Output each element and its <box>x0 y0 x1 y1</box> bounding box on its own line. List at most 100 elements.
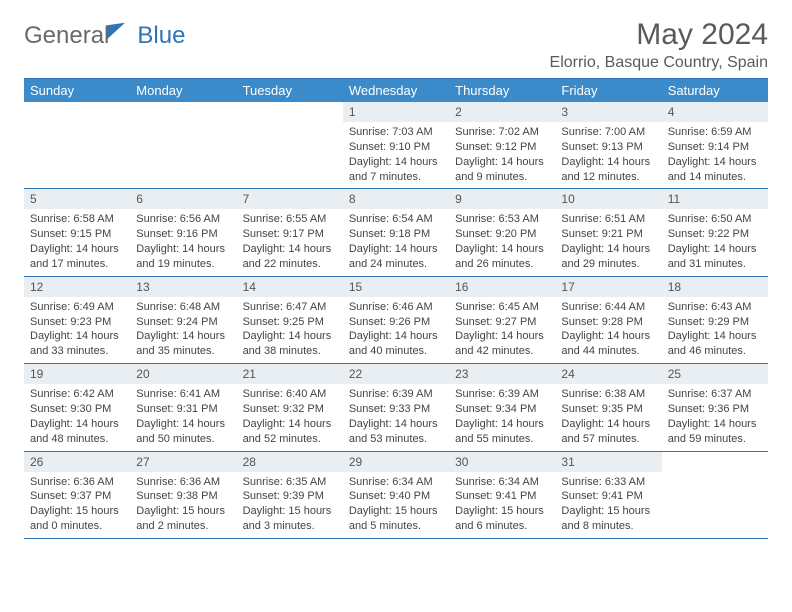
calendar-week: 5Sunrise: 6:58 AMSunset: 9:15 PMDaylight… <box>24 189 768 276</box>
calendar-day: 5Sunrise: 6:58 AMSunset: 9:15 PMDaylight… <box>24 189 130 276</box>
sunset-text: Sunset: 9:41 PM <box>455 489 549 504</box>
day-number: 11 <box>662 189 768 209</box>
calendar-table: Sunday Monday Tuesday Wednesday Thursday… <box>24 78 768 539</box>
sunset-text: Sunset: 9:39 PM <box>243 489 337 504</box>
day-details: Sunrise: 6:50 AMSunset: 9:22 PMDaylight:… <box>662 209 768 275</box>
daylight-text: Daylight: 14 hours and 24 minutes. <box>349 242 443 272</box>
day-details: Sunrise: 6:48 AMSunset: 9:24 PMDaylight:… <box>130 297 236 363</box>
sunset-text: Sunset: 9:14 PM <box>668 140 762 155</box>
day-number: 1 <box>343 102 449 122</box>
daylight-text: Daylight: 14 hours and 9 minutes. <box>455 155 549 185</box>
logo-text-1: General <box>24 22 109 50</box>
sunrise-text: Sunrise: 7:00 AM <box>561 125 655 140</box>
day-number: 13 <box>130 277 236 297</box>
daylight-text: Daylight: 14 hours and 42 minutes. <box>455 329 549 359</box>
day-number: 3 <box>555 102 661 122</box>
calendar-day: 4Sunrise: 6:59 AMSunset: 9:14 PMDaylight… <box>662 102 768 189</box>
day-number: 12 <box>24 277 130 297</box>
sunrise-text: Sunrise: 6:34 AM <box>349 475 443 490</box>
sunrise-text: Sunrise: 6:39 AM <box>349 387 443 402</box>
calendar-day: 15Sunrise: 6:46 AMSunset: 9:26 PMDayligh… <box>343 276 449 363</box>
calendar-day: 10Sunrise: 6:51 AMSunset: 9:21 PMDayligh… <box>555 189 661 276</box>
daylight-text: Daylight: 15 hours and 8 minutes. <box>561 504 655 534</box>
sunset-text: Sunset: 9:41 PM <box>561 489 655 504</box>
calendar-day: 6Sunrise: 6:56 AMSunset: 9:16 PMDaylight… <box>130 189 236 276</box>
daylight-text: Daylight: 14 hours and 50 minutes. <box>136 417 230 447</box>
sunrise-text: Sunrise: 6:58 AM <box>30 212 124 227</box>
sunset-text: Sunset: 9:35 PM <box>561 402 655 417</box>
day-details: Sunrise: 6:53 AMSunset: 9:20 PMDaylight:… <box>449 209 555 275</box>
sunrise-text: Sunrise: 6:34 AM <box>455 475 549 490</box>
calendar-day: 12Sunrise: 6:49 AMSunset: 9:23 PMDayligh… <box>24 276 130 363</box>
day-details: Sunrise: 6:55 AMSunset: 9:17 PMDaylight:… <box>237 209 343 275</box>
brand-logo: General Blue <box>24 18 185 50</box>
day-details: Sunrise: 6:56 AMSunset: 9:16 PMDaylight:… <box>130 209 236 275</box>
day-details: Sunrise: 6:51 AMSunset: 9:21 PMDaylight:… <box>555 209 661 275</box>
day-number: 19 <box>24 364 130 384</box>
sunset-text: Sunset: 9:40 PM <box>349 489 443 504</box>
sunset-text: Sunset: 9:17 PM <box>243 227 337 242</box>
day-number: 28 <box>237 452 343 472</box>
dow-wednesday: Wednesday <box>343 79 449 103</box>
sunset-text: Sunset: 9:37 PM <box>30 489 124 504</box>
sunrise-text: Sunrise: 6:44 AM <box>561 300 655 315</box>
daylight-text: Daylight: 14 hours and 48 minutes. <box>30 417 124 447</box>
day-number: 7 <box>237 189 343 209</box>
daylight-text: Daylight: 14 hours and 35 minutes. <box>136 329 230 359</box>
daylight-text: Daylight: 14 hours and 22 minutes. <box>243 242 337 272</box>
dow-sunday: Sunday <box>24 79 130 103</box>
calendar-week: 12Sunrise: 6:49 AMSunset: 9:23 PMDayligh… <box>24 276 768 363</box>
sunrise-text: Sunrise: 6:46 AM <box>349 300 443 315</box>
sunset-text: Sunset: 9:28 PM <box>561 315 655 330</box>
daylight-text: Daylight: 15 hours and 2 minutes. <box>136 504 230 534</box>
daylight-text: Daylight: 15 hours and 6 minutes. <box>455 504 549 534</box>
daylight-text: Daylight: 14 hours and 7 minutes. <box>349 155 443 185</box>
sunset-text: Sunset: 9:21 PM <box>561 227 655 242</box>
daylight-text: Daylight: 14 hours and 14 minutes. <box>668 155 762 185</box>
day-details: Sunrise: 6:46 AMSunset: 9:26 PMDaylight:… <box>343 297 449 363</box>
day-number: 31 <box>555 452 661 472</box>
daylight-text: Daylight: 14 hours and 17 minutes. <box>30 242 124 272</box>
sunset-text: Sunset: 9:16 PM <box>136 227 230 242</box>
sunrise-text: Sunrise: 6:39 AM <box>455 387 549 402</box>
sunset-text: Sunset: 9:38 PM <box>136 489 230 504</box>
calendar-day: 26Sunrise: 6:36 AMSunset: 9:37 PMDayligh… <box>24 451 130 538</box>
calendar-day: 16Sunrise: 6:45 AMSunset: 9:27 PMDayligh… <box>449 276 555 363</box>
daylight-text: Daylight: 15 hours and 0 minutes. <box>30 504 124 534</box>
sunrise-text: Sunrise: 6:40 AM <box>243 387 337 402</box>
day-details: Sunrise: 6:38 AMSunset: 9:35 PMDaylight:… <box>555 384 661 450</box>
day-number: 17 <box>555 277 661 297</box>
sunset-text: Sunset: 9:23 PM <box>30 315 124 330</box>
day-number: 9 <box>449 189 555 209</box>
calendar-day: 30Sunrise: 6:34 AMSunset: 9:41 PMDayligh… <box>449 451 555 538</box>
daylight-text: Daylight: 14 hours and 26 minutes. <box>455 242 549 272</box>
calendar-day: 24Sunrise: 6:38 AMSunset: 9:35 PMDayligh… <box>555 364 661 451</box>
sunrise-text: Sunrise: 6:55 AM <box>243 212 337 227</box>
sunset-text: Sunset: 9:10 PM <box>349 140 443 155</box>
sunset-text: Sunset: 9:27 PM <box>455 315 549 330</box>
calendar-week: 1Sunrise: 7:03 AMSunset: 9:10 PMDaylight… <box>24 102 768 189</box>
calendar-day: 31Sunrise: 6:33 AMSunset: 9:41 PMDayligh… <box>555 451 661 538</box>
calendar-week: 19Sunrise: 6:42 AMSunset: 9:30 PMDayligh… <box>24 364 768 451</box>
sunrise-text: Sunrise: 6:54 AM <box>349 212 443 227</box>
calendar-day: 7Sunrise: 6:55 AMSunset: 9:17 PMDaylight… <box>237 189 343 276</box>
sunset-text: Sunset: 9:24 PM <box>136 315 230 330</box>
sunrise-text: Sunrise: 6:37 AM <box>668 387 762 402</box>
dow-friday: Friday <box>555 79 661 103</box>
daylight-text: Daylight: 14 hours and 33 minutes. <box>30 329 124 359</box>
sunrise-text: Sunrise: 6:42 AM <box>30 387 124 402</box>
daylight-text: Daylight: 14 hours and 46 minutes. <box>668 329 762 359</box>
month-title: May 2024 <box>550 18 768 52</box>
calendar-day: 14Sunrise: 6:47 AMSunset: 9:25 PMDayligh… <box>237 276 343 363</box>
sunrise-text: Sunrise: 6:47 AM <box>243 300 337 315</box>
sunset-text: Sunset: 9:34 PM <box>455 402 549 417</box>
sunset-text: Sunset: 9:13 PM <box>561 140 655 155</box>
title-block: May 2024 Elorrio, Basque Country, Spain <box>550 18 768 72</box>
day-number: 4 <box>662 102 768 122</box>
calendar-day: 18Sunrise: 6:43 AMSunset: 9:29 PMDayligh… <box>662 276 768 363</box>
calendar-day: 11Sunrise: 6:50 AMSunset: 9:22 PMDayligh… <box>662 189 768 276</box>
daylight-text: Daylight: 14 hours and 29 minutes. <box>561 242 655 272</box>
calendar-week: 26Sunrise: 6:36 AMSunset: 9:37 PMDayligh… <box>24 451 768 538</box>
day-number: 18 <box>662 277 768 297</box>
sunrise-text: Sunrise: 6:36 AM <box>30 475 124 490</box>
